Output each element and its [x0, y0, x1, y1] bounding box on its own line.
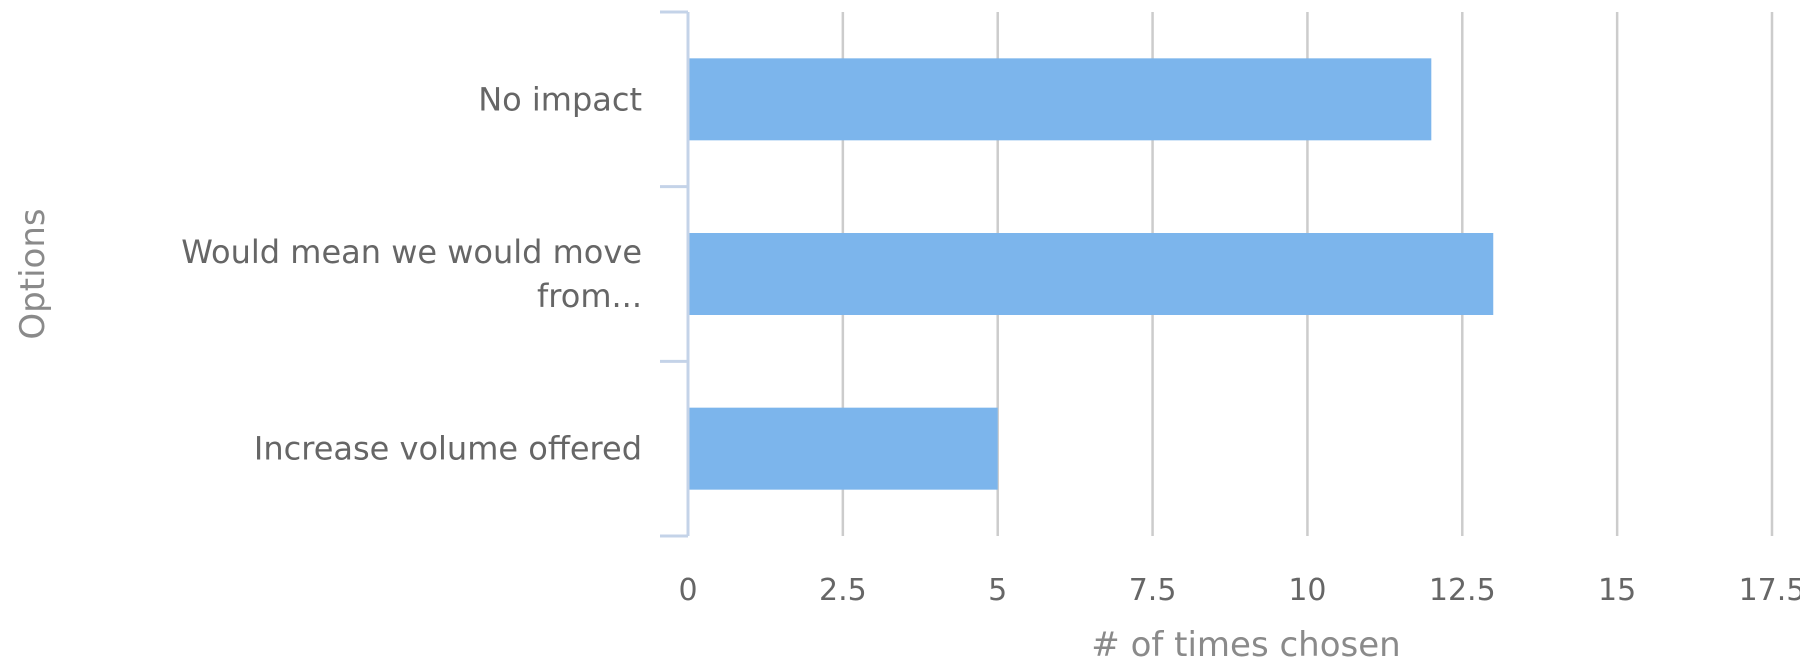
category-label: Would mean we would move from...	[181, 233, 642, 315]
x-tick-label: 5	[988, 573, 1007, 608]
y-axis-title: Options	[13, 208, 53, 339]
category-axis	[660, 10, 690, 538]
x-tick-label: 10	[1288, 573, 1326, 608]
x-tick-label: 15	[1598, 573, 1636, 608]
bar	[688, 407, 998, 490]
x-tick-label: 12.5	[1429, 573, 1496, 608]
x-axis-title: # of times chosen	[1091, 625, 1400, 665]
x-tick-label: 17.5	[1739, 573, 1800, 608]
bars	[688, 58, 1494, 490]
category-labels: No impact Would mean we would move from...…	[181, 80, 642, 467]
value-tick-labels: 0 2.5 5 7.5 10 12.5 15 17.5	[678, 573, 1800, 608]
bar	[688, 233, 1494, 315]
bar	[688, 58, 1432, 141]
x-tick-label: 7.5	[1129, 573, 1177, 608]
x-tick-label: 2.5	[819, 573, 867, 608]
x-tick-label: 0	[678, 573, 697, 608]
category-label: No impact	[478, 80, 642, 118]
category-label: Increase volume offered	[254, 430, 642, 468]
